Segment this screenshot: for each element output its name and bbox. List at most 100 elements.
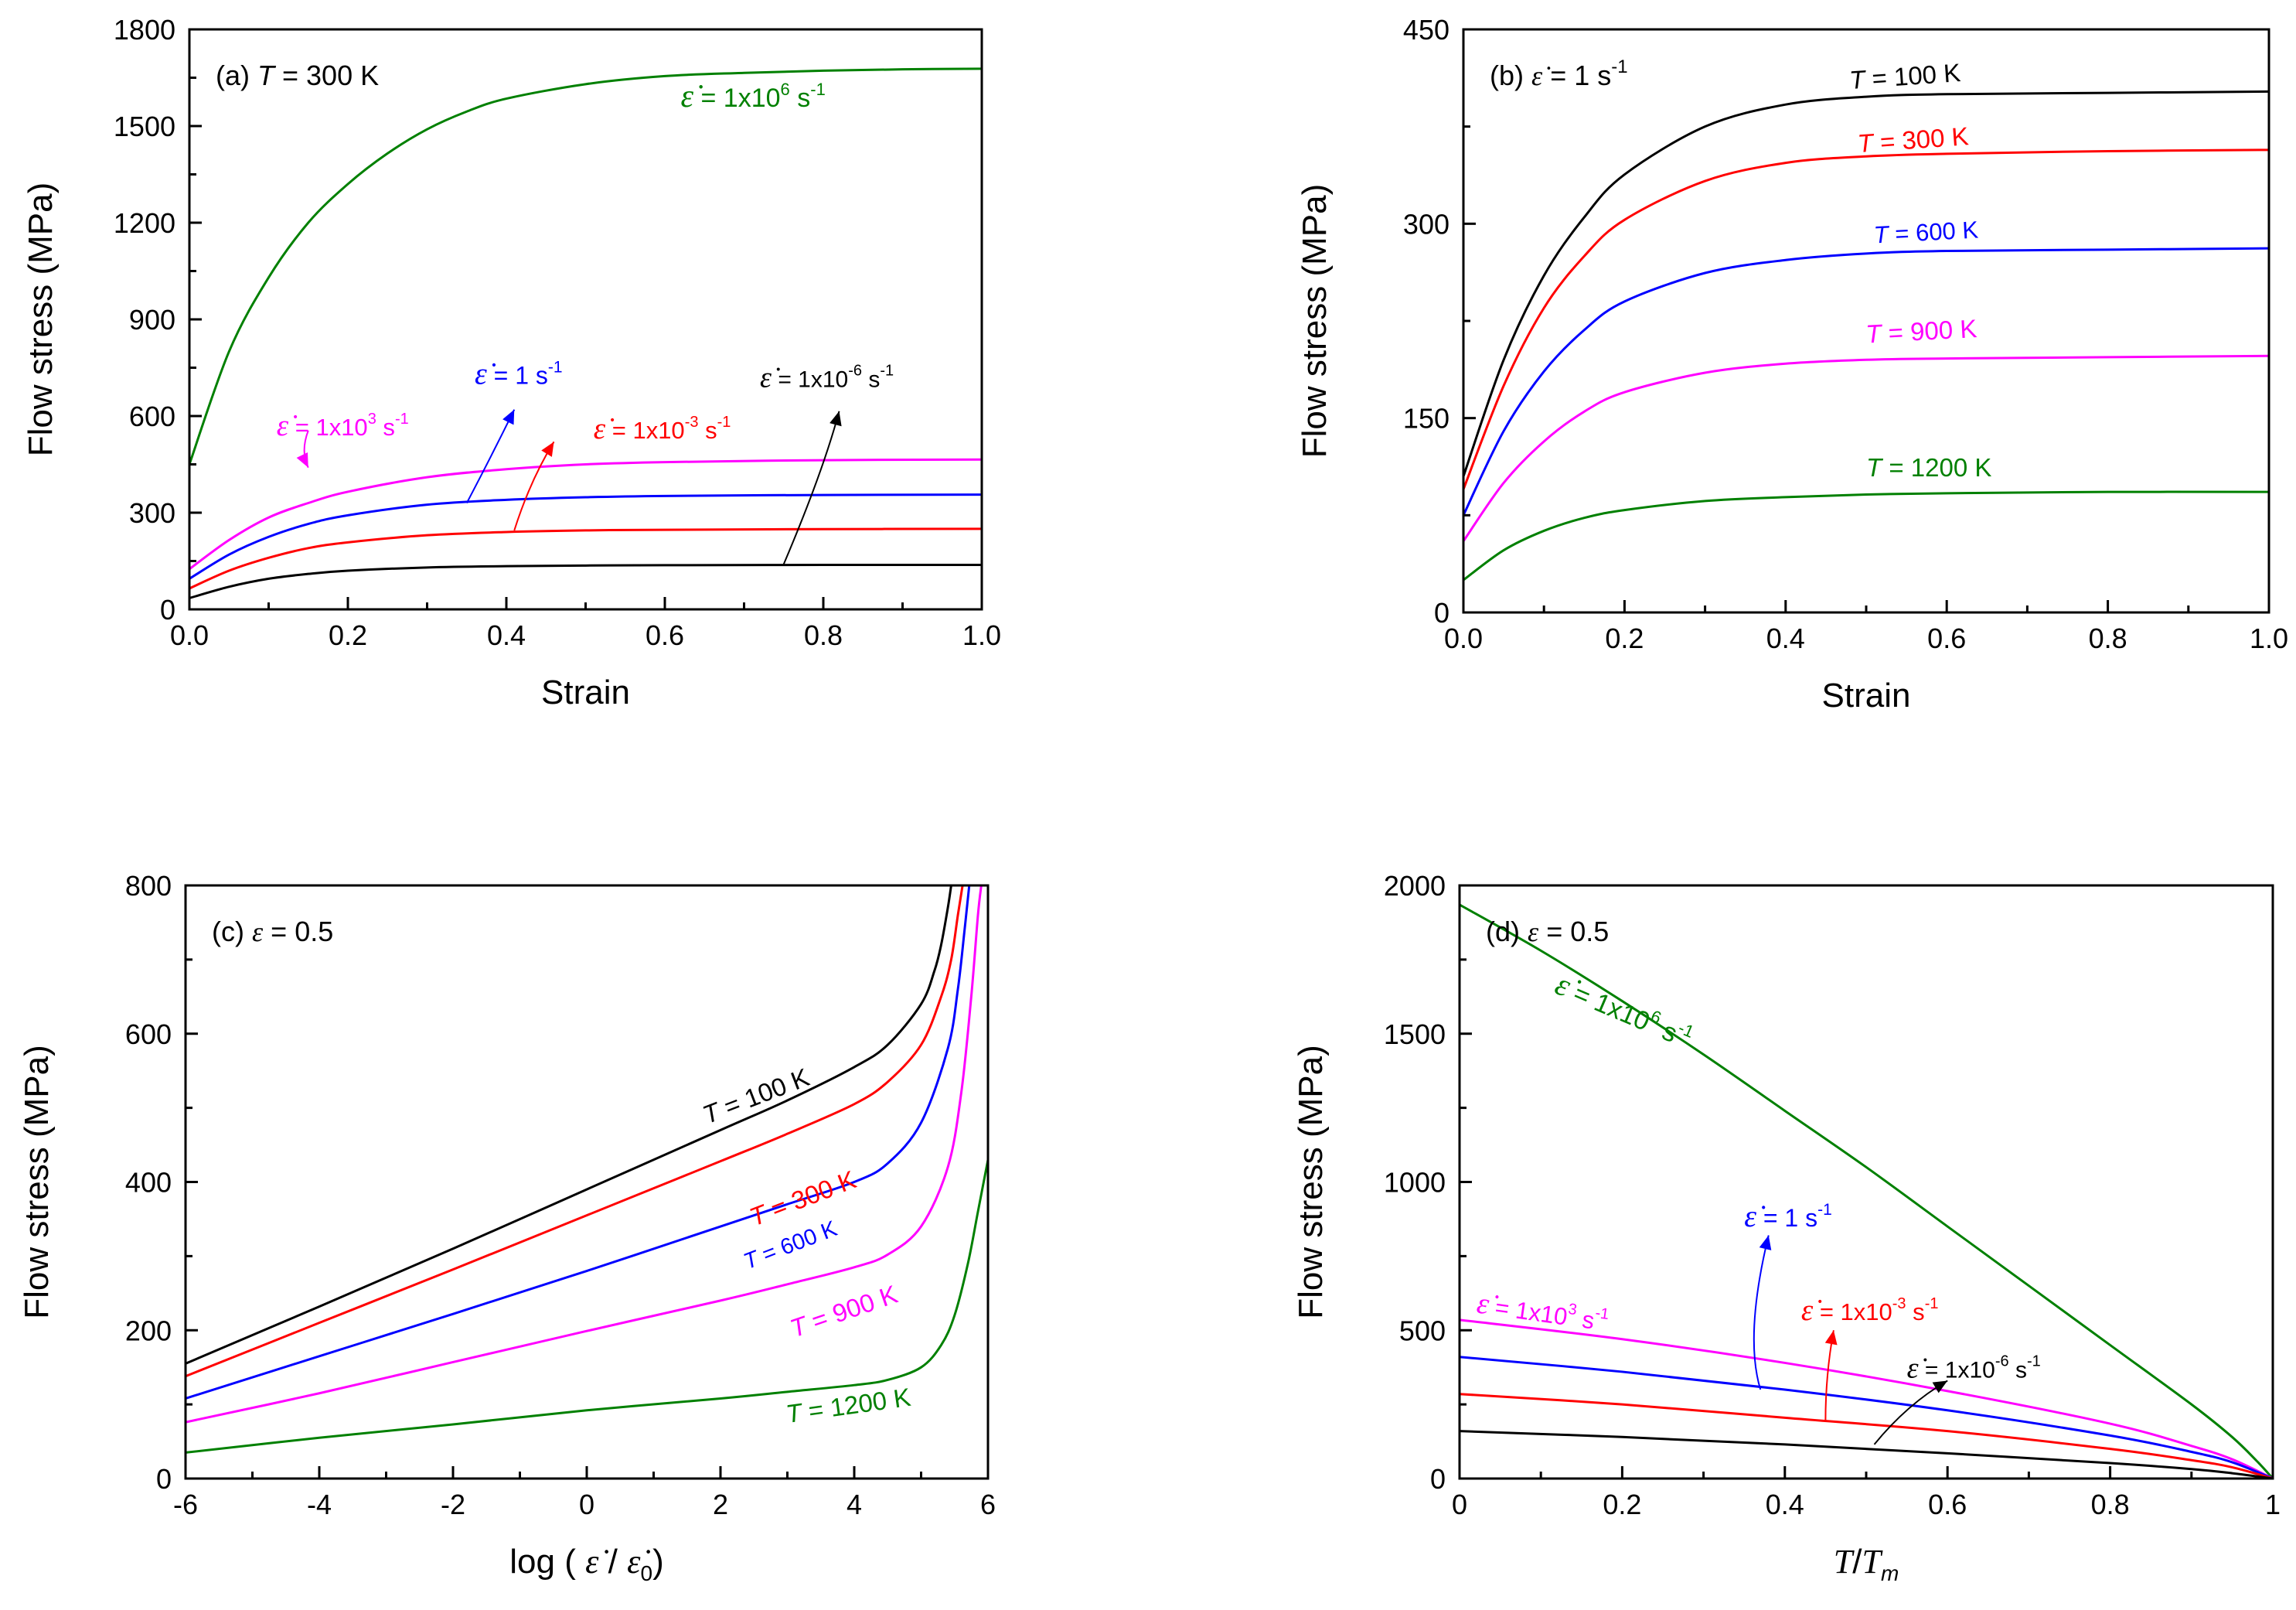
series-b-1 [1463,148,2269,490]
annotation-a-0: ε̇ = 1x106 s-1 [681,79,826,114]
y-tick-label-d-1: 500 [1399,1315,1446,1346]
x-tick-label-d-1: 0.2 [1603,1489,1641,1520]
series-a-3 [189,527,982,590]
y-tick-label-a-1: 300 [129,497,175,529]
series-c-3 [186,885,983,1424]
y-tick-label-c-0: 0 [156,1463,172,1495]
y-tick-label-a-6: 1800 [114,14,175,46]
annotation-arrowhead-d-2 [1759,1235,1772,1250]
series-c-4 [186,1159,988,1454]
series-b-4 [1463,490,2269,582]
series-b-3 [1463,354,2269,542]
series-d-3 [1460,1393,2273,1479]
x-tick-label-b-0: 0.0 [1444,623,1483,654]
panel-d: 0 0.2 0.4 0.6 0.8 1 0 500 1000 1500 2000 Flow stres… [1292,870,2281,1585]
annotation-d-2: ε̇ = 1 s-1 [1744,1199,1832,1233]
x-tick-label-c-1: -4 [307,1489,332,1520]
y-tick-label-d-4: 2000 [1384,870,1446,902]
series-a-2 [189,493,982,580]
x-tick-label-b-5: 1.0 [2250,623,2288,654]
x-tick-label-c-5: 4 [847,1489,862,1520]
series-d-1 [1460,1318,2273,1479]
series-d-4 [1460,1430,2273,1479]
series-b-0 [1463,90,2269,477]
y-tick-label-c-1: 200 [125,1315,172,1346]
y-tick-label-b-3: 450 [1403,14,1449,46]
x-tick-label-c-0: -6 [173,1489,198,1520]
annotation-c-1: T = 300 K [745,1165,860,1231]
annotation-arrow-a-3 [513,441,555,531]
x-axis-label-b: Strain [1822,677,1911,715]
annotation-arrow-d-4 [1873,1380,1948,1445]
series-d-0 [1460,903,2273,1479]
y-tick-label-b-1: 150 [1403,403,1449,435]
annotation-b-2: T = 600 K [1873,216,1979,248]
annotation-arrowhead-d-4 [1932,1380,1948,1393]
panel-title-b: (b) ε̇ = 1 s-1 [1490,56,1628,91]
series-a-1 [189,458,982,571]
panel-c: -6 -4 -2 0 2 4 6 0 200 400 600 800 Flow stress (MPa)… [18,870,996,1585]
y-tick-label-a-5: 1500 [114,111,175,142]
annotation-a-4: ε̇ = 1x10-6 s-1 [760,362,894,394]
x-tick-label-b-3: 0.6 [1927,623,1966,654]
y-tick-label-a-4: 1200 [114,207,175,239]
y-tick-label-c-2: 400 [125,1167,172,1199]
panel-title-c: (c) ε = 0.5 [212,916,333,947]
y-tick-label-c-3: 600 [125,1018,172,1050]
x-tick-label-c-6: 6 [980,1489,996,1520]
annotation-b-4: T = 1200 K [1866,453,1991,482]
annotation-arrowhead-a-1 [296,452,308,468]
annotation-d-1: ε̇ = 1x103 s-1 [1475,1287,1610,1338]
annotation-a-2: ε̇ = 1 s-1 [475,356,563,391]
x-tick-label-c-3: 0 [579,1489,594,1520]
annotation-arrow-d-2 [1753,1235,1770,1390]
x-tick-label-a-2: 0.4 [487,619,526,651]
annotation-b-0: T = 100 K [1848,58,1961,94]
x-tick-label-d-3: 0.6 [1928,1489,1967,1520]
x-tick-label-d-4: 0.8 [2091,1489,2130,1520]
series-c-1 [186,885,964,1378]
annotation-b-1: T = 300 K [1856,121,1969,158]
annotation-c-3: T = 900 K [786,1280,901,1343]
y-tick-label-a-3: 900 [129,304,175,336]
x-tick-label-c-4: 2 [713,1489,728,1520]
x-axis-label-c: log ( ε̇ / ε̇0) [509,1543,663,1585]
x-tick-label-a-4: 0.8 [804,619,843,651]
panel-a: 0.0 0.2 0.4 0.6 0.8 1.0 0 300 600 900 1200 1500 1800… [22,14,1001,711]
x-tick-label-d-2: 0.4 [1766,1489,1804,1520]
series-a-4 [189,563,982,599]
x-tick-label-b-2: 0.4 [1766,623,1805,654]
y-axis-label-d: Flow stress (MPa) [1292,1045,1330,1318]
annotation-arrow-a-2 [465,409,516,503]
y-tick-label-b-0: 0 [1434,597,1449,629]
series-c-0 [186,885,952,1365]
y-tick-label-a-0: 0 [160,594,175,626]
x-tick-label-a-0: 0.0 [170,619,209,651]
annotation-a-3: ε̇ = 1x10-3 s-1 [594,412,731,445]
x-tick-label-b-4: 0.8 [2089,623,2127,654]
y-tick-label-d-3: 1500 [1384,1018,1446,1050]
y-tick-label-b-2: 300 [1403,208,1449,240]
x-tick-label-d-0: 0 [1452,1489,1467,1520]
series-c-2 [186,885,971,1400]
x-axis-label-d: T/Tm [1834,1543,1899,1585]
x-tick-label-a-3: 0.6 [646,619,684,651]
annotation-d-0: ε̇ = 1x106 s-1 [1550,967,1697,1056]
x-tick-label-a-5: 1.0 [962,619,1001,651]
x-tick-label-c-2: -2 [441,1489,465,1520]
y-tick-label-a-2: 600 [129,401,175,432]
y-tick-label-c-4: 800 [125,870,172,902]
panel-title-d: (d) ε = 0.5 [1486,916,1609,947]
annotation-arrowhead-a-2 [502,409,515,425]
annotation-arrow-a-4 [782,411,840,565]
series-a-0 [189,67,982,465]
annotation-b-3: T = 900 K [1865,314,1977,348]
annotation-arrowhead-a-4 [829,411,842,427]
panel-title-a: (a) T = 300 K [216,60,379,91]
x-axis-label-a: Strain [541,674,630,711]
annotation-arrowhead-d-3 [1824,1330,1838,1346]
series-d-2 [1460,1356,2273,1479]
annotation-d-4: ε̇ = 1x10-6 s-1 [1907,1352,2041,1385]
annotation-arrowhead-a-3 [541,442,554,457]
